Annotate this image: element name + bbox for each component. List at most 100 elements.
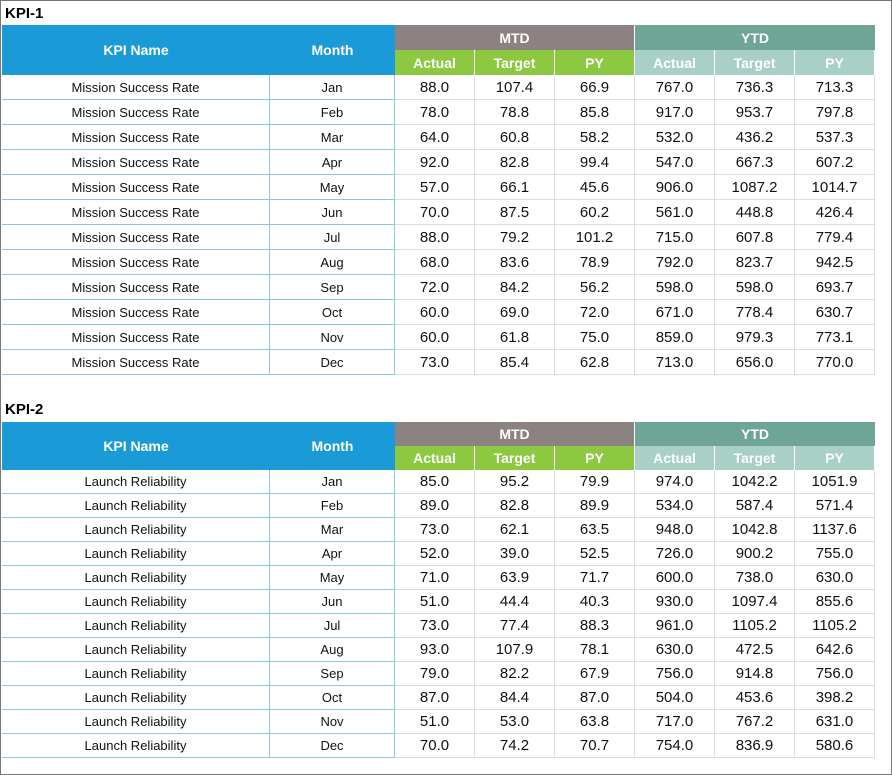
kpi-name-cell: Launch Reliability: [2, 590, 270, 614]
header-month: Month: [270, 422, 395, 470]
value-cell: 88.3: [555, 614, 635, 638]
value-cell: 671.0: [635, 300, 715, 325]
value-cell: 73.0: [395, 614, 475, 638]
value-cell: 51.0: [395, 710, 475, 734]
header-month: Month: [270, 25, 395, 75]
value-cell: 60.2: [555, 200, 635, 225]
value-cell: 87.0: [395, 686, 475, 710]
value-cell: 88.0: [395, 225, 475, 250]
value-cell: 642.6: [795, 638, 875, 662]
month-cell: Dec: [270, 734, 395, 758]
month-cell: Apr: [270, 542, 395, 566]
value-cell: 57.0: [395, 175, 475, 200]
kpi-name-cell: Launch Reliability: [2, 638, 270, 662]
value-cell: 77.4: [475, 614, 555, 638]
value-cell: 56.2: [555, 275, 635, 300]
sub-header: Target: [715, 446, 795, 470]
value-cell: 45.6: [555, 175, 635, 200]
value-cell: 754.0: [635, 734, 715, 758]
value-cell: 600.0: [635, 566, 715, 590]
value-cell: 736.3: [715, 75, 795, 100]
value-cell: 630.0: [635, 638, 715, 662]
header-mtd: MTD: [395, 422, 635, 446]
month-cell: Jun: [270, 200, 395, 225]
value-cell: 62.8: [555, 350, 635, 375]
value-cell: 667.3: [715, 150, 795, 175]
value-cell: 797.8: [795, 100, 875, 125]
value-cell: 53.0: [475, 710, 555, 734]
value-cell: 426.4: [795, 200, 875, 225]
value-cell: 69.0: [475, 300, 555, 325]
value-cell: 62.1: [475, 518, 555, 542]
value-cell: 58.2: [555, 125, 635, 150]
value-cell: 89.9: [555, 494, 635, 518]
month-cell: Jan: [270, 75, 395, 100]
value-cell: 755.0: [795, 542, 875, 566]
value-cell: 82.8: [475, 494, 555, 518]
month-cell: May: [270, 175, 395, 200]
value-cell: 92.0: [395, 150, 475, 175]
sub-header: Target: [715, 50, 795, 75]
value-cell: 66.1: [475, 175, 555, 200]
value-cell: 89.0: [395, 494, 475, 518]
value-cell: 63.8: [555, 710, 635, 734]
month-cell: Apr: [270, 150, 395, 175]
value-cell: 631.0: [795, 710, 875, 734]
value-cell: 72.0: [555, 300, 635, 325]
kpi-name-cell: Launch Reliability: [2, 734, 270, 758]
value-cell: 79.2: [475, 225, 555, 250]
value-cell: 44.4: [475, 590, 555, 614]
value-cell: 453.6: [715, 686, 795, 710]
value-cell: 571.4: [795, 494, 875, 518]
value-cell: 823.7: [715, 250, 795, 275]
value-cell: 961.0: [635, 614, 715, 638]
value-cell: 979.3: [715, 325, 795, 350]
value-cell: 101.2: [555, 225, 635, 250]
sub-header: Actual: [635, 50, 715, 75]
kpi-name-cell: Mission Success Rate: [2, 325, 270, 350]
value-cell: 792.0: [635, 250, 715, 275]
kpi-name-cell: Launch Reliability: [2, 686, 270, 710]
value-cell: 95.2: [475, 470, 555, 494]
value-cell: 398.2: [795, 686, 875, 710]
value-cell: 974.0: [635, 470, 715, 494]
sub-header: Target: [475, 50, 555, 75]
value-cell: 61.8: [475, 325, 555, 350]
value-cell: 70.0: [395, 200, 475, 225]
section-title: KPI-2: [5, 401, 44, 418]
month-cell: Jan: [270, 470, 395, 494]
value-cell: 836.9: [715, 734, 795, 758]
month-cell: May: [270, 566, 395, 590]
value-cell: 68.0: [395, 250, 475, 275]
sub-header: PY: [555, 446, 635, 470]
sub-header: Target: [475, 446, 555, 470]
value-cell: 756.0: [635, 662, 715, 686]
value-cell: 85.0: [395, 470, 475, 494]
value-cell: 717.0: [635, 710, 715, 734]
month-cell: Jun: [270, 590, 395, 614]
kpi-name-cell: Mission Success Rate: [2, 75, 270, 100]
value-cell: 1105.2: [715, 614, 795, 638]
value-cell: 63.5: [555, 518, 635, 542]
sub-header: Actual: [635, 446, 715, 470]
value-cell: 60.0: [395, 325, 475, 350]
value-cell: 773.1: [795, 325, 875, 350]
value-cell: 99.4: [555, 150, 635, 175]
sub-header: PY: [795, 50, 875, 75]
value-cell: 1097.4: [715, 590, 795, 614]
header-ytd: YTD: [635, 25, 875, 50]
value-cell: 630.7: [795, 300, 875, 325]
kpi-name-cell: Launch Reliability: [2, 662, 270, 686]
value-cell: 52.0: [395, 542, 475, 566]
value-cell: 1042.2: [715, 470, 795, 494]
month-cell: Jul: [270, 225, 395, 250]
value-cell: 87.0: [555, 686, 635, 710]
value-cell: 448.8: [715, 200, 795, 225]
value-cell: 1042.8: [715, 518, 795, 542]
sub-header: PY: [555, 50, 635, 75]
value-cell: 713.3: [795, 75, 875, 100]
value-cell: 79.9: [555, 470, 635, 494]
value-cell: 859.0: [635, 325, 715, 350]
value-cell: 107.9: [475, 638, 555, 662]
sub-header: Actual: [395, 446, 475, 470]
